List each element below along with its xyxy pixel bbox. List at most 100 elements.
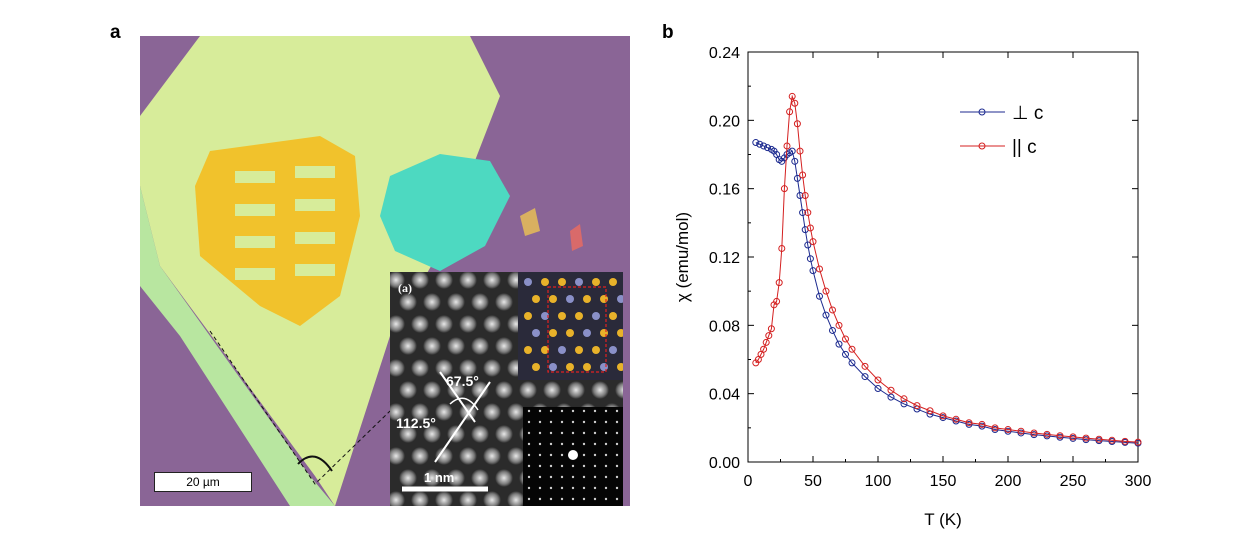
atom-spot [519,381,537,399]
structure-atom [609,312,617,320]
data-point [778,244,786,252]
data-point [874,376,882,384]
data-point [804,241,812,249]
diffraction-spot [549,486,553,490]
series-layer [752,92,1142,447]
atom-spot [471,425,489,443]
data-point [1121,437,1129,445]
atom-spot [495,469,513,487]
atom-spot [459,272,477,289]
atom-spot [483,491,501,506]
atom-spot [411,403,429,421]
data-point [842,350,849,358]
panel-label-a: a [110,22,121,43]
atom-spot [471,381,489,399]
structure-atom [549,329,557,337]
data-point [861,362,869,370]
x-tick-label: 100 [865,473,892,490]
data-point [809,267,817,275]
diffraction-spot [604,486,608,490]
series-parallel-c [752,92,1142,446]
diffraction-spot [604,464,608,468]
atom-spot [447,293,465,311]
data-point [775,279,783,287]
diffraction-spot [560,475,564,479]
structure-atom [566,329,574,337]
atom-spot [411,359,429,377]
data-point [939,412,947,420]
atom-spot [399,381,417,399]
panel-label-b: b [662,22,674,43]
data-point [1043,430,1051,438]
atom-spot [423,381,441,399]
diffraction-spot [604,420,608,424]
diffraction-spot [615,431,619,435]
data-point [900,400,908,408]
data-point [848,345,856,353]
diffraction-spot [615,475,619,479]
diffraction-spot [593,453,597,457]
data-point [791,99,799,107]
angle-line [434,381,491,463]
data-point [874,385,882,393]
data-point [861,373,869,381]
structure-atom [600,329,608,337]
data-point [816,265,823,273]
atom-spot [435,272,453,289]
diffraction-spot [593,442,597,446]
structure-atom [575,346,583,354]
diffraction-spot [593,475,597,479]
diffraction-spot [560,464,564,468]
data-point [1017,427,1025,435]
y-tick-label: 0.08 [709,318,740,335]
data-point [1095,435,1103,443]
atom-spot [399,337,417,355]
structure-atom [600,295,608,303]
x-tick-label: 200 [995,473,1022,490]
small-fragment [570,224,583,251]
atom-spot [495,381,513,399]
diffraction-spot [527,464,531,468]
diffraction-spot [527,497,531,501]
atom-spot [495,337,513,355]
x-tick-label: 150 [930,473,957,490]
data-point [1069,433,1077,441]
data-point [1030,429,1038,437]
diffraction-spot [538,409,542,413]
diffraction-spot [604,497,608,501]
data-point [793,174,801,182]
diffraction-spot [527,475,531,479]
structure-atom [549,363,557,371]
diffraction-spot [538,442,542,446]
structure-atom [558,346,566,354]
diffraction-spot [527,409,531,413]
diffraction-spot [527,486,531,490]
data-point [978,420,986,428]
structure-atom [558,312,566,320]
diffraction-spot [604,442,608,446]
data-point [791,157,799,165]
atom-spot [390,315,405,333]
atom-spot [483,315,501,333]
diffraction-spot [582,464,586,468]
structure-atom [532,295,540,303]
atom-spot [399,425,417,443]
atom-spot [447,469,465,487]
diffraction-spot [582,497,586,501]
y-tick-label: 0.24 [709,45,740,62]
series-line [755,94,1139,443]
data-point [762,338,770,346]
angle-arc [297,455,333,472]
diffraction-spot [593,464,597,468]
legend-label: ⊥ c [1012,103,1043,124]
atom-spot [507,447,525,465]
diffraction-spot [527,453,531,457]
diffraction-spot [604,453,608,457]
diffraction-spot [560,442,564,446]
structure-atom [592,278,600,286]
diffraction-spot [549,409,553,413]
atom-spot [471,469,489,487]
data-point [1082,434,1090,442]
scale-bar: 20 µm [154,472,252,492]
atom-spot [399,469,417,487]
